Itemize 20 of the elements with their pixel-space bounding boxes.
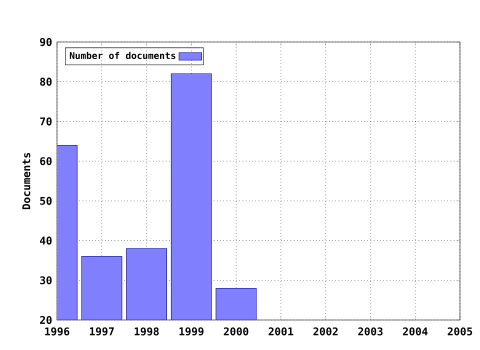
y-tick-label: 50 xyxy=(40,196,52,205)
x-tick-label: 2000 xyxy=(224,327,248,336)
x-tick-label: 1999 xyxy=(179,327,204,336)
x-tick-label: 2004 xyxy=(402,327,428,336)
y-tick-label: 30 xyxy=(40,276,52,284)
x-tick-label: 1997 xyxy=(90,327,114,336)
y-tick-label: 60 xyxy=(40,157,52,166)
x-tick-label: 2005 xyxy=(448,327,472,336)
y-tick-label: 20 xyxy=(40,316,52,324)
x-tick-label: 1998 xyxy=(134,327,159,336)
y-axis-title: Documents xyxy=(22,152,30,210)
legend-label: Number of documents xyxy=(70,52,176,60)
x-tick-label: 2002 xyxy=(313,327,338,336)
x-tick-label: 1996 xyxy=(45,327,70,336)
y-tick-label: 70 xyxy=(40,117,52,126)
y-tick-label: 40 xyxy=(40,236,52,245)
x-tick-label: 2001 xyxy=(268,327,294,336)
y-tick-label: 80 xyxy=(40,78,52,86)
x-tick-label: 2003 xyxy=(358,327,383,336)
y-tick-label: 90 xyxy=(40,38,52,46)
